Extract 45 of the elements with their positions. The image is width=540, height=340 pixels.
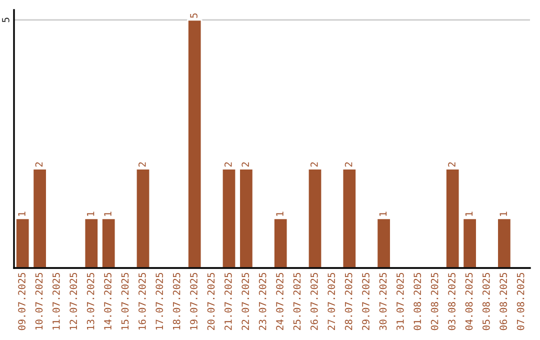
data-label: 1 (18, 212, 26, 216)
x-tick-label: 31.07.2025 (396, 272, 404, 330)
x-tick-label: 15.07.2025 (121, 272, 129, 330)
data-label: 2 (448, 162, 456, 167)
x-tick-label: 11.07.2025 (52, 272, 60, 330)
data-label: 2 (310, 162, 318, 167)
x-tick-label: 27.07.2025 (328, 272, 336, 330)
data-label: 1 (500, 212, 507, 216)
data-label: 5 (190, 13, 198, 18)
data-label: 1 (465, 212, 473, 216)
x-tick-label: 05.08.2025 (482, 272, 490, 330)
x-tick-label: 29.07.2025 (362, 272, 370, 330)
x-tick-label: 30.07.2025 (379, 272, 387, 330)
data-label: 1 (104, 212, 112, 216)
data-label: 1 (87, 212, 94, 216)
x-tick-label: 24.07.2025 (276, 272, 284, 330)
x-tick-label: 07.08.2025 (516, 272, 524, 330)
x-tick-label: 09.07.2025 (18, 272, 26, 330)
x-tick-label: 19.07.2025 (190, 272, 198, 330)
x-tick-label: 12.07.2025 (70, 272, 78, 330)
x-tick-label: 22.07.2025 (242, 272, 250, 330)
x-tick-label: 04.08.2025 (465, 272, 473, 330)
x-tick-label: 23.07.2025 (258, 272, 266, 330)
data-label: 2 (138, 162, 146, 167)
x-tick-label: 01.08.2025 (414, 272, 422, 330)
x-tick-label: 25.07.2025 (293, 272, 301, 330)
x-tick-label: 16.07.2025 (138, 272, 146, 330)
x-tick-label: 13.07.2025 (86, 272, 94, 330)
data-label: 1 (379, 212, 387, 216)
data-label: 2 (344, 162, 352, 167)
x-tick-label: 21.07.2025 (224, 272, 232, 330)
data-label: 2 (224, 162, 232, 167)
x-tick-label: 18.07.2025 (172, 272, 180, 330)
x-tick-label: 26.07.2025 (310, 272, 318, 330)
x-tick-label: 28.07.2025 (344, 272, 352, 330)
data-label: 2 (242, 162, 249, 167)
x-tick-label: 14.07.2025 (104, 272, 112, 330)
x-tick-label: 06.08.2025 (500, 272, 508, 330)
x-tick-label: 02.08.2025 (430, 272, 438, 330)
data-label: 2 (35, 162, 43, 167)
x-tick-label: 03.08.2025 (448, 272, 456, 330)
data-label: 1 (276, 212, 284, 216)
x-tick-label: 17.07.2025 (156, 272, 164, 330)
x-tick-label: 10.07.2025 (35, 272, 43, 330)
x-tick-label: 20.07.2025 (207, 272, 215, 330)
